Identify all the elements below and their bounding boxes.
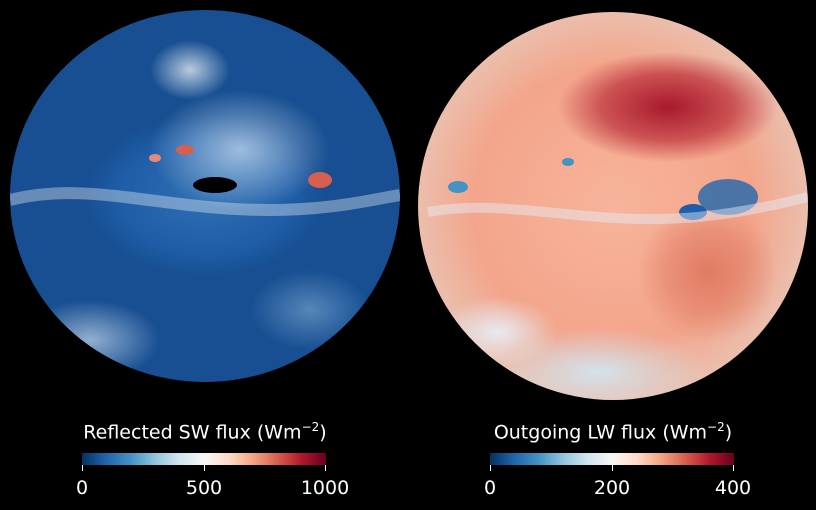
lw-colorbar-title: Outgoing LW flux (Wm−2)	[493, 420, 733, 444]
sw-tick-label: 0	[75, 477, 89, 499]
sw-tick	[82, 465, 83, 471]
lw-flux-cold-cloud	[448, 181, 468, 193]
cloud-band	[427, 192, 808, 225]
lw-flux-panel: Outgoing LW flux (Wm−2) 0 200 400	[408, 0, 816, 510]
sw-tick-label: 500	[185, 477, 223, 499]
lw-tick	[612, 465, 613, 471]
lw-tick-label: 400	[714, 477, 752, 499]
lw-flux-globe-map	[418, 12, 808, 400]
sw-flux-panel: Reflected SW flux (Wm−2) 0 500 1000	[10, 10, 400, 499]
lw-colorbar	[490, 453, 734, 465]
sw-flux-hotspot	[176, 145, 194, 155]
lw-tick-label: 0	[483, 477, 497, 499]
cloud-band	[10, 187, 400, 217]
sw-flux-globe-map	[10, 10, 400, 382]
lw-flux-cold-cloud	[698, 179, 758, 215]
lw-tick	[733, 465, 734, 471]
sw-colorbar	[82, 453, 326, 465]
lw-tick	[490, 465, 491, 471]
sw-flux-hotspot	[308, 172, 332, 188]
sw-flux-hotspot	[149, 154, 161, 162]
lw-tick-label: 200	[593, 477, 631, 499]
lw-flux-cold-cloud	[562, 158, 574, 166]
sw-tick-label: 1000	[300, 477, 350, 499]
lw-flux-cold-cloud	[679, 204, 707, 220]
sw-tick	[325, 465, 326, 471]
sw-tick	[204, 465, 205, 471]
sw-flux-missing-data	[193, 177, 237, 193]
sw-colorbar-title: Reflected SW flux (Wm−2)	[83, 420, 327, 444]
